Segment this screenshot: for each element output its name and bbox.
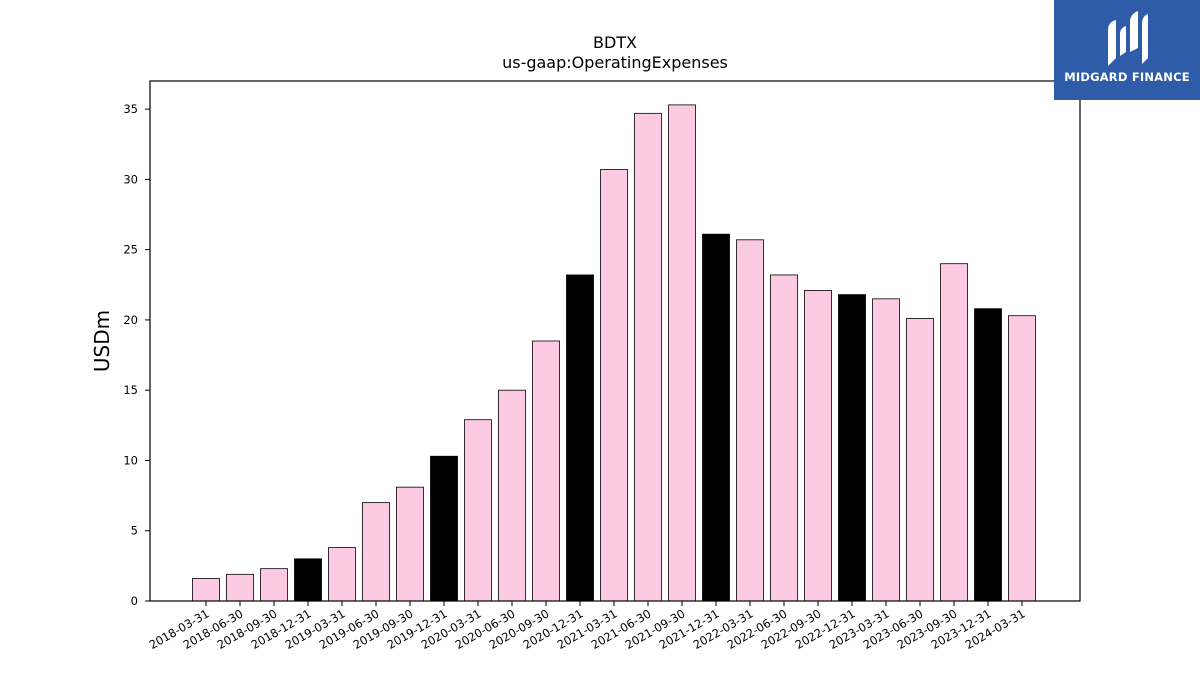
logo-text: MIDGARD FINANCE [1064, 70, 1190, 84]
chart-title: BDTX [593, 33, 637, 52]
logo-mark-icon [1108, 11, 1148, 66]
bar-2022-03-31 [736, 239, 764, 602]
y-tick-label: 25 [123, 243, 138, 257]
x-axis-ticks: 2018-03-312018-06-302018-09-302018-12-31… [147, 601, 1028, 652]
bar-2020-12-31 [566, 274, 594, 602]
y-tick-label: 10 [123, 453, 138, 467]
bar-2019-03-31 [328, 547, 356, 602]
y-tick-label: 35 [123, 102, 138, 116]
bar-2018-06-30 [226, 573, 254, 602]
bar-2020-09-30 [532, 340, 560, 602]
bar-2019-09-30 [396, 486, 424, 602]
y-tick-label: 15 [123, 383, 138, 397]
bar-2023-03-31 [872, 298, 900, 602]
bar-2019-12-31 [430, 455, 458, 602]
bar-2022-12-31 [838, 294, 866, 602]
chart-subtitle: us-gaap:OperatingExpenses [502, 53, 728, 72]
y-tick-label: 20 [123, 313, 138, 327]
plot-frame [149, 80, 1081, 602]
bar-2022-06-30 [770, 274, 798, 602]
bar-2023-09-30 [940, 263, 968, 602]
bar-2020-03-31 [464, 419, 492, 602]
bar-2021-06-30 [634, 112, 662, 602]
bar-2023-12-31 [974, 308, 1002, 602]
bar-2018-03-31 [192, 578, 220, 602]
y-tick-label: 30 [123, 172, 138, 186]
bar-2021-03-31 [600, 169, 628, 602]
y-axis-label: USDm [90, 310, 114, 372]
bar-2018-12-31 [294, 558, 322, 602]
y-tick-label: 0 [131, 594, 138, 608]
bar-2021-09-30 [668, 104, 696, 602]
y-tick-label: 5 [131, 524, 138, 538]
bar-2022-09-30 [804, 290, 832, 602]
bar-2021-12-31 [702, 233, 730, 602]
bar-2020-06-30 [498, 389, 526, 602]
bar-2023-06-30 [906, 318, 934, 602]
bar-2019-06-30 [362, 502, 390, 602]
y-axis-ticks: 0 5 10 15 20 25 30 35 [123, 102, 150, 608]
midgard-finance-logo: MIDGARD FINANCE [1054, 0, 1200, 100]
bar-2018-09-30 [260, 568, 288, 602]
bar-2024-03-31 [1008, 315, 1036, 602]
bars-group [192, 104, 1036, 602]
